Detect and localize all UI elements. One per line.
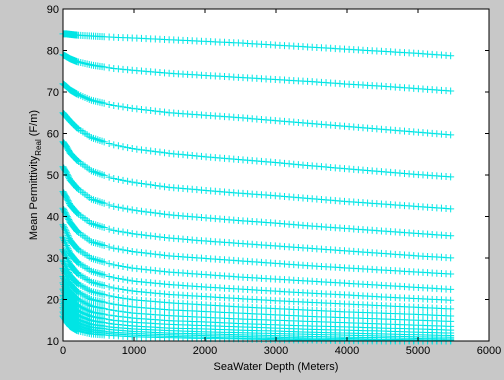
x-tick-label: 5000 [406, 345, 430, 357]
x-tick-label: 2000 [193, 345, 217, 357]
x-tick-label: 4000 [335, 345, 359, 357]
x-tick-label: 0 [60, 345, 66, 357]
x-tick-label: 3000 [264, 345, 288, 357]
y-tick-label: 90 [47, 4, 59, 16]
y-tick-label: 70 [47, 87, 59, 99]
x-tick-label: 1000 [122, 345, 146, 357]
y-axis-label-unit: (F/m) [28, 110, 40, 139]
y-axis-label: Mean PermittivityReal (F/m) [28, 110, 43, 240]
y-tick-label: 30 [47, 253, 59, 265]
x-axis-label: SeaWater Depth (Meters) [214, 361, 339, 373]
y-tick-label: 10 [47, 336, 59, 348]
axes: 0 1000 2000 3000 4000 5000 6000 10 20 30 40 50 60 70 8… [47, 4, 501, 357]
y-axis-label-subscript: Real [34, 139, 43, 156]
y-tick-label: 80 [47, 46, 59, 58]
x-tick-label: 6000 [477, 345, 501, 357]
y-tick-label: 50 [47, 170, 59, 182]
y-axis-label-main: Mean Permittivity [28, 155, 40, 240]
y-tick-label: 20 [47, 295, 59, 307]
y-tick-label: 60 [47, 129, 59, 141]
y-tick-label: 40 [47, 212, 59, 224]
